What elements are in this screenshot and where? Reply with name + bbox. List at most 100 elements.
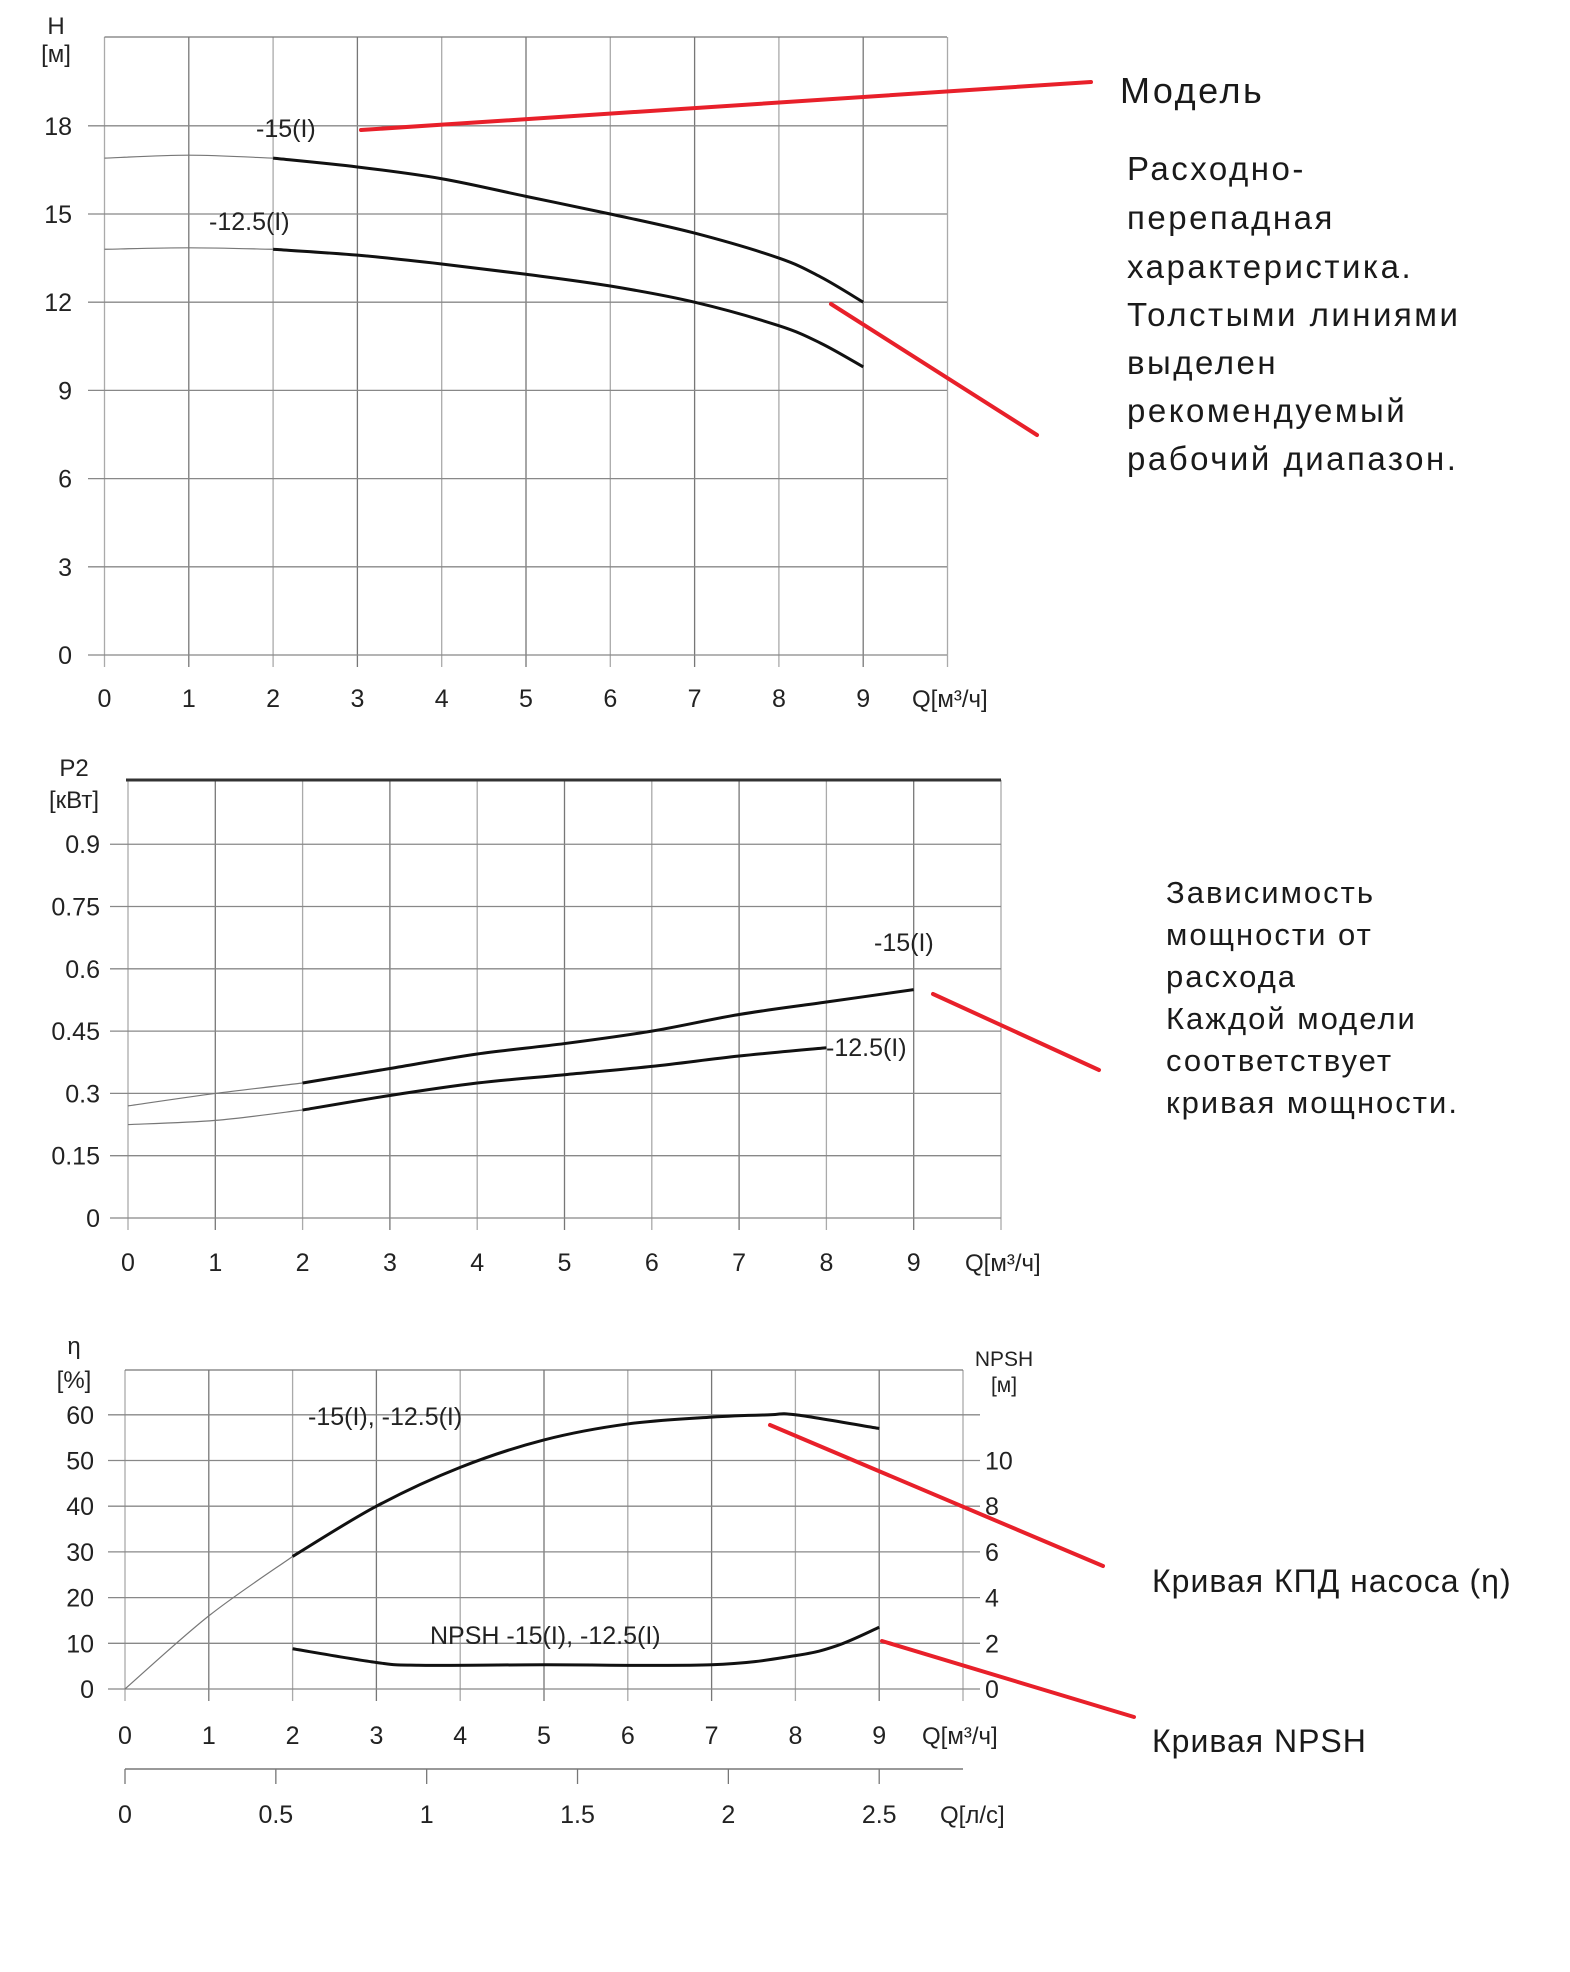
series-curve-recommended: [302, 1046, 827, 1112]
y-tick-label: 0: [80, 1676, 94, 1704]
x-tick-label: 4: [470, 1249, 484, 1277]
annotation-model: Модель: [1120, 70, 1264, 111]
chart-2: 0 0.15 0.3 0.45 0.6 0.75 0.9 0 1 2 3 4 5 6 7 8 9: [51, 778, 1002, 1277]
annotation-power-curve: Зависимость мощности от расхода Каждой м…: [1166, 875, 1459, 1120]
annotation-efficiency-curve: Кривая КПД насоса (η): [1152, 1563, 1512, 1599]
series-curve-recommended: [302, 988, 914, 1085]
x-tick-label: 5: [537, 1722, 551, 1750]
series-curve-extrapolated: [127, 1109, 303, 1126]
chart2-series-label-15: -15(I): [874, 929, 934, 957]
chart1-series-label-12-5: -12.5(I): [209, 208, 290, 236]
y-tick-label: 0.9: [65, 831, 100, 859]
y-tick-label: 0.3: [65, 1080, 100, 1108]
x-tick-label: 5: [519, 685, 533, 713]
x2-tick-label: 0: [118, 1801, 132, 1829]
x-tick-label: 1: [182, 685, 196, 713]
chart3-efficiency-label: -15(I), -12.5(I): [308, 1403, 462, 1431]
annotation-npsh-curve: Кривая NPSH: [1152, 1723, 1367, 1759]
pointer-power-curve: [931, 992, 1101, 1072]
chart1-series-label-15: -15(I): [256, 115, 316, 143]
chart1-ylabel: H: [47, 13, 64, 40]
pointer-head-curve: [829, 302, 1039, 437]
x-tick-label: 3: [369, 1722, 383, 1750]
series-curve-recommended: [292, 1625, 880, 1667]
y-tick-label: 0: [58, 642, 72, 670]
x-tick-label: 3: [383, 1249, 397, 1277]
y-tick-label: 20: [66, 1585, 94, 1613]
y-tick-label: 50: [66, 1448, 94, 1476]
y-tick-label: 9: [58, 377, 72, 405]
series-curve-recommended: [272, 156, 864, 304]
x-tick-label: 7: [732, 1249, 746, 1277]
annotation-head-curve: Расходно- перепадная характеристика. Тол…: [1127, 150, 1460, 477]
x-tick-label: 3: [350, 685, 364, 713]
x-tick-label: 8: [819, 1249, 833, 1277]
chart2-xlabel: Q[м³/ч]: [965, 1250, 1041, 1277]
x-tick-label: 7: [705, 1722, 719, 1750]
x-tick-label: 9: [872, 1722, 886, 1750]
y2-tick-label: 6: [985, 1539, 999, 1567]
pointer-npsh-curve: [880, 1639, 1136, 1719]
annotation-line: Зависимость: [1166, 875, 1375, 910]
y2-tick-label: 0: [985, 1676, 999, 1704]
chart3-npsh-label: NPSH -15(I), -12.5(I): [430, 1622, 661, 1650]
chart3-yunit: [%]: [57, 1367, 92, 1394]
annotation-line: расхода: [1166, 959, 1297, 994]
x-tick-label: 0: [121, 1249, 135, 1277]
annotation-line: рекомендуемый: [1127, 392, 1407, 429]
x-tick-label: 6: [603, 685, 617, 713]
x-tick-label: 6: [645, 1249, 659, 1277]
x2-tick-label: 1.5: [560, 1801, 595, 1829]
series-curve-recommended: [291, 1412, 880, 1558]
annotation-line: рабочий диапазон.: [1127, 440, 1458, 477]
y-tick-label: 0.45: [51, 1018, 100, 1046]
chart3-xlabel: Q[м³/ч]: [922, 1723, 998, 1750]
x2-tick-label: 2.5: [862, 1801, 897, 1829]
annotation-line: выделен: [1127, 344, 1278, 381]
x-tick-label: 1: [202, 1722, 216, 1750]
x2-tick-label: 0.5: [258, 1801, 293, 1829]
y2-tick-label: 10: [985, 1448, 1013, 1476]
x-tick-label: 0: [98, 685, 112, 713]
x-tick-label: 0: [118, 1722, 132, 1750]
annotation-line: перепадная: [1127, 199, 1335, 236]
y2-tick-label: 8: [985, 1493, 999, 1521]
x-tick-label: 4: [435, 685, 449, 713]
y-tick-label: 60: [66, 1402, 94, 1430]
series-curve-extrapolated: [127, 1082, 303, 1107]
x-tick-label: 1: [208, 1249, 222, 1277]
annotation-line: соответствует: [1166, 1043, 1393, 1078]
annotation-line: кривая мощности.: [1166, 1085, 1459, 1120]
x-tick-label: 4: [453, 1722, 467, 1750]
y2-tick-label: 2: [985, 1630, 999, 1658]
y-tick-label: 0: [86, 1205, 100, 1233]
chart3-y2label: NPSH: [975, 1348, 1033, 1371]
y-tick-label: 0.75: [51, 894, 100, 922]
y-tick-label: 0.15: [51, 1143, 100, 1171]
series-curve-recommended: [272, 247, 864, 369]
chart2-series-label-12-5: -12.5(I): [826, 1034, 907, 1062]
y-tick-label: 0.6: [65, 956, 100, 984]
x-tick-label: 2: [286, 1722, 300, 1750]
chart1-yunit: [м]: [41, 41, 71, 68]
y-tick-label: 6: [58, 466, 72, 494]
series-curve-extrapolated: [124, 1555, 293, 1690]
x-tick-label: 2: [266, 685, 280, 713]
annotation-line: характеристика.: [1127, 248, 1413, 285]
x2-tick-label: 2: [721, 1801, 735, 1829]
x-tick-label: 6: [621, 1722, 635, 1750]
x-tick-label: 2: [296, 1249, 310, 1277]
y-tick-label: 40: [66, 1493, 94, 1521]
y-tick-label: 15: [44, 201, 72, 229]
x-tick-label: 7: [688, 685, 702, 713]
x-tick-label: 8: [788, 1722, 802, 1750]
series-curve-extrapolated: [104, 154, 274, 159]
chart-3: 0 10 20 30 40 50 60 0 1 2 3 4 5 6 7 8 9 0 2 4 6 8 10 0 0.5 1 1.5 2 2…: [66, 1369, 1013, 1829]
y-tick-label: 12: [44, 289, 72, 317]
x-tick-label: 9: [856, 685, 870, 713]
annotation-line: Толстыми линиями: [1127, 296, 1460, 333]
annotation-line: мощности от: [1166, 917, 1373, 952]
